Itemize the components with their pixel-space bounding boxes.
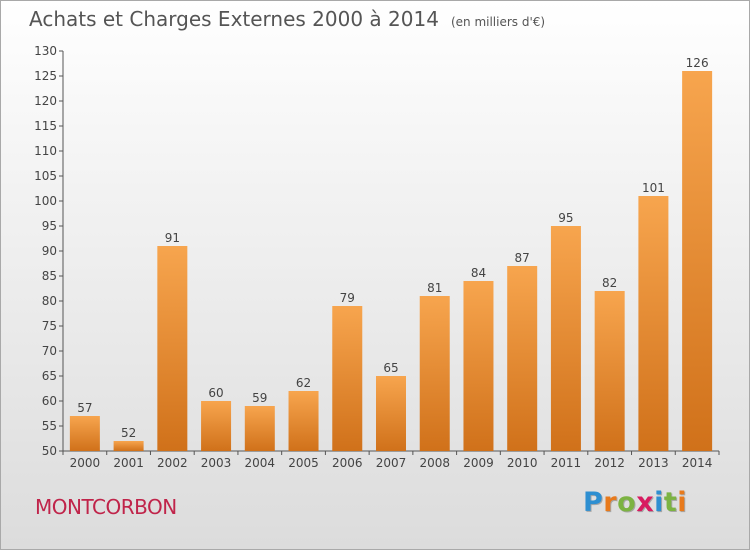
- data-label: 91: [165, 231, 180, 245]
- data-label: 81: [427, 281, 442, 295]
- x-tick-label: 2012: [594, 456, 625, 470]
- bar: [463, 281, 494, 451]
- y-tick-label: 105: [34, 169, 57, 183]
- logo-letter: x: [636, 487, 655, 518]
- bar: [594, 291, 625, 451]
- x-tick-label: 2014: [682, 456, 713, 470]
- y-tick-label: 65: [42, 369, 57, 383]
- data-label: 52: [121, 426, 136, 440]
- bars: [69, 71, 713, 451]
- y-tick-label: 115: [34, 119, 57, 133]
- x-tick-label: 2004: [245, 456, 276, 470]
- logo-letter: i: [677, 487, 688, 518]
- bar: [507, 266, 538, 451]
- x-tick-label: 2013: [638, 456, 669, 470]
- y-tick-label: 100: [34, 194, 57, 208]
- y-tick-label: 120: [34, 94, 57, 108]
- data-label: 79: [340, 291, 355, 305]
- y-tick-label: 110: [34, 144, 57, 158]
- data-label: 87: [515, 251, 530, 265]
- data-label: 101: [642, 181, 665, 195]
- data-label: 95: [558, 211, 573, 225]
- logo-letter: i: [654, 487, 664, 518]
- logo-letter: P: [583, 487, 604, 518]
- bar: [332, 306, 363, 451]
- data-label: 62: [296, 376, 311, 390]
- bar: [244, 406, 275, 451]
- y-tick-label: 130: [34, 44, 57, 58]
- bar: [288, 391, 319, 451]
- data-label: 126: [686, 56, 709, 70]
- logo-letter: r: [603, 487, 618, 518]
- data-label: 57: [77, 401, 92, 415]
- y-tick-label: 125: [34, 69, 57, 83]
- data-label: 84: [471, 266, 486, 280]
- y-tick-label: 55: [42, 419, 57, 433]
- x-tick-label: 2008: [419, 456, 450, 470]
- title-row: Achats et Charges Externes 2000 à 2014 (e…: [29, 7, 545, 31]
- logo-letter: o: [617, 487, 637, 518]
- y-tick-label: 95: [42, 219, 57, 233]
- x-tick-label: 2007: [376, 456, 407, 470]
- y-tick-label: 90: [42, 244, 57, 258]
- y-tick-label: 75: [42, 319, 57, 333]
- x-tick-label: 2010: [507, 456, 538, 470]
- bar: [69, 416, 100, 451]
- logo-letter: t: [663, 487, 678, 518]
- x-tick-label: 2009: [463, 456, 494, 470]
- y-tick-label: 60: [42, 394, 57, 408]
- chart-subtitle: (en milliers d'€): [450, 15, 546, 29]
- data-labels: 57 52 91 60 59 62 79 65 81 84 87 95 82 101 126: [77, 56, 708, 440]
- y-tick-label: 80: [42, 294, 57, 308]
- bar: [550, 226, 581, 451]
- x-tick-label: 2003: [201, 456, 232, 470]
- x-tick-label: 2002: [157, 456, 188, 470]
- x-tick-label: 2011: [551, 456, 582, 470]
- x-tick-label: 2005: [288, 456, 319, 470]
- bar: [376, 376, 406, 451]
- data-label: 65: [383, 361, 398, 375]
- y-tick-label: 85: [42, 269, 57, 283]
- y-tick-label: 50: [42, 444, 57, 458]
- chart-title: Achats et Charges Externes 2000 à 2014: [29, 7, 439, 31]
- proxiti-logo[interactable]: Proxiti: [583, 487, 687, 518]
- data-label: 59: [252, 391, 267, 405]
- bar: [201, 401, 232, 451]
- x-tick-label: 2001: [113, 456, 144, 470]
- bar: [638, 196, 669, 451]
- y-tick-label: 70: [42, 344, 57, 358]
- x-tick-label: 2000: [70, 456, 101, 470]
- bar: [113, 441, 144, 451]
- data-label: 60: [208, 386, 223, 400]
- x-tick-label: 2006: [332, 456, 363, 470]
- bar: [419, 296, 450, 451]
- data-label: 82: [602, 276, 617, 290]
- axes: 50 55 60 65 70 75 80 85 90 95 100 105 110 115 120 125 13…: [34, 44, 720, 470]
- bar: [157, 246, 188, 451]
- place-name: MONTCORBON: [35, 495, 177, 519]
- bar: [682, 71, 713, 451]
